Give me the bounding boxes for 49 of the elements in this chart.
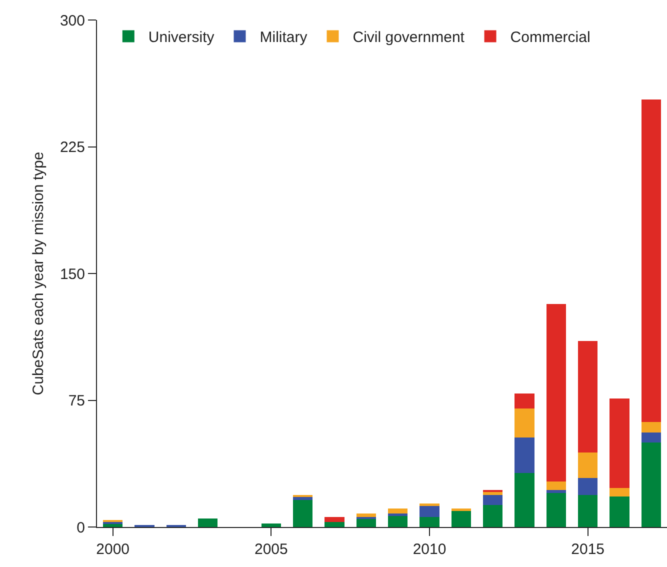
bar [388, 515, 408, 527]
bar [420, 505, 440, 517]
bar [514, 393, 534, 409]
x-tick-label: 2000 [96, 541, 130, 558]
legend-label: Commercial [510, 29, 590, 46]
bar [641, 99, 661, 422]
bar [356, 518, 376, 527]
bar [514, 437, 534, 473]
bar [420, 503, 440, 506]
y-tick-label: 0 [76, 519, 85, 536]
bar [546, 481, 566, 490]
bar [610, 398, 630, 488]
bar [451, 508, 471, 511]
bar [641, 442, 661, 527]
y-tick-label: 150 [60, 266, 85, 283]
x-tick-label: 2010 [412, 541, 446, 558]
bar [610, 488, 630, 497]
bar [578, 452, 598, 478]
bar [578, 494, 598, 527]
bar [514, 472, 534, 527]
bar [483, 505, 503, 527]
x-tick-label: 2015 [571, 541, 605, 558]
x-tick-label: 2005 [254, 541, 288, 558]
y-tick-label: 225 [60, 139, 85, 156]
y-axis-title: CubeSats each year by mission type [30, 152, 48, 396]
bar [388, 508, 408, 514]
legend-label: Civil government [352, 29, 466, 46]
bar [388, 513, 408, 516]
bar [546, 304, 566, 482]
bar [514, 408, 534, 438]
bar [324, 516, 344, 522]
bar [293, 500, 313, 527]
bar [578, 478, 598, 495]
bar [324, 522, 344, 527]
bar [546, 493, 566, 527]
bar [198, 518, 218, 527]
legend-label: University [148, 29, 215, 46]
bar [451, 510, 471, 527]
bar [261, 524, 281, 527]
bar [356, 513, 376, 517]
legend-label: Military [260, 29, 308, 46]
bar [578, 341, 598, 453]
y-tick-label: 300 [60, 12, 85, 30]
bar [641, 432, 661, 442]
bar [610, 496, 630, 527]
bar [483, 494, 503, 506]
y-tick-label: 75 [68, 392, 85, 410]
bar [641, 422, 661, 432]
bar [420, 516, 440, 527]
